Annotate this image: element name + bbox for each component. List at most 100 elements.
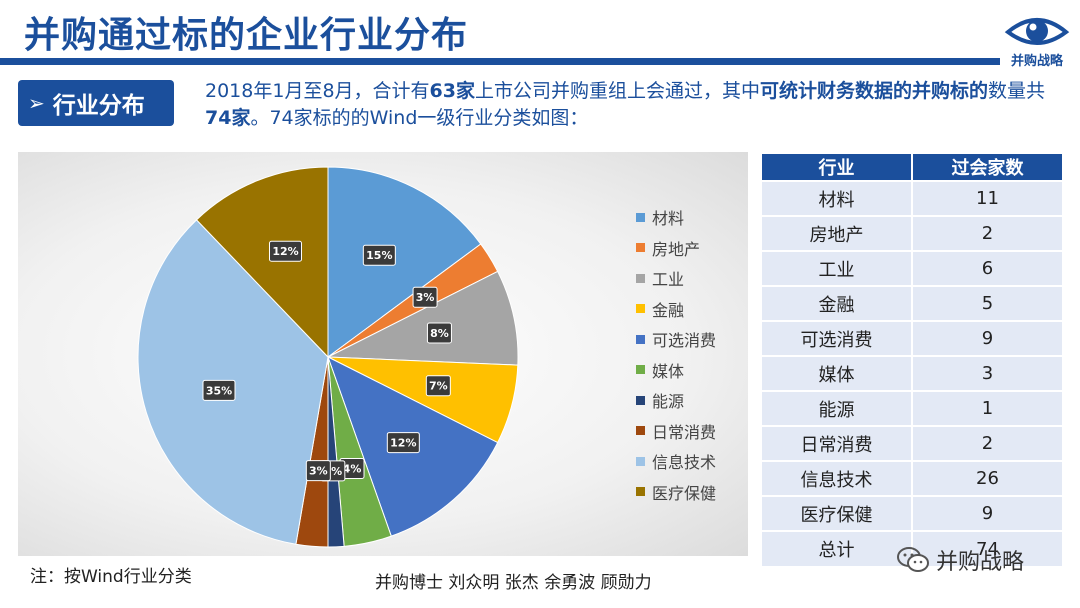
table-header-count: 过会家数: [912, 154, 1062, 181]
svg-text:15%: 15%: [366, 249, 392, 262]
watermark-text: 并购战略: [936, 550, 1025, 575]
table-row: 媒体 3: [762, 355, 1062, 391]
table-cell-industry: 信息技术: [762, 460, 913, 496]
table-row: 房地产 2: [762, 215, 1062, 251]
legend-label: 医疗保健: [652, 483, 717, 503]
svg-text:3%: 3%: [309, 465, 328, 478]
table-row: 能源 1: [762, 390, 1062, 426]
legend-swatch: [636, 334, 645, 344]
pie-data-label-5: 4%: [339, 457, 365, 479]
intro-text: 2018年1月至8月，合计有63家上市公司并购重组上会通过，其中可统计财务数据的…: [205, 80, 1046, 129]
table-header-row: 行业 过会家数: [762, 154, 1062, 181]
table-row: 材料 11: [762, 180, 1062, 216]
table-cell-industry: 日常消费: [762, 425, 913, 461]
legend-item: 医疗保健: [636, 477, 760, 508]
wechat-icon: [897, 547, 929, 572]
chevron-right-icon: ➢: [28, 91, 45, 115]
legend-item: 能源: [636, 385, 760, 416]
legend-swatch: [636, 426, 645, 436]
table-cell-industry: 可选消费: [762, 320, 913, 356]
legend-item: 可选消费: [636, 324, 760, 355]
footnote: 注：按Wind行业分类: [30, 567, 192, 587]
table-cell-count: 5: [912, 285, 1062, 321]
pie-data-label-7: 3%: [305, 460, 331, 482]
legend-label: 可选消费: [652, 331, 717, 351]
legend-item: 房地产: [636, 233, 760, 264]
table-cell-industry: 材料: [762, 180, 913, 216]
svg-text:12%: 12%: [272, 245, 298, 258]
legend-label: 能源: [652, 392, 685, 412]
table-cell-industry: 房地产: [762, 215, 913, 251]
table-cell-count: 6: [912, 250, 1062, 286]
legend-label: 房地产: [652, 239, 701, 259]
table-cell-industry: 总计: [762, 530, 913, 566]
table-row: 总计 74: [762, 530, 1062, 566]
chart-legend: 材料房地产工业金融可选消费媒体能源日常消费信息技术医疗保健: [636, 202, 760, 507]
table-cell-industry: 金融: [762, 285, 913, 321]
legend-label: 工业: [652, 270, 685, 290]
table-cell-count: 26: [912, 460, 1062, 496]
eye-logo-icon: [1004, 18, 1070, 45]
legend-swatch: [636, 304, 645, 314]
table-row: 可选消费 9: [762, 320, 1062, 356]
table-cell-count: 2: [912, 425, 1062, 461]
table-cell-count: 74: [912, 530, 1062, 566]
table-row: 金融 5: [762, 285, 1062, 321]
svg-text:7%: 7%: [429, 380, 448, 393]
table-row: 日常消费 2: [762, 425, 1062, 461]
legend-swatch: [636, 365, 645, 375]
section-tag: ➢ 行业分布: [18, 80, 174, 126]
pie-data-label-2: 8%: [426, 322, 452, 344]
svg-text:4%: 4%: [343, 462, 362, 475]
legend-label: 材料: [652, 209, 685, 229]
svg-text:8%: 8%: [430, 327, 449, 340]
legend-item: 日常消费: [636, 416, 760, 447]
industry-table: 行业 过会家数 材料 11 房地产 2 工业 6 金融 5 可选消费 9 媒体 3 能源 1 日常消费 2 信息…: [762, 154, 1062, 566]
legend-swatch: [636, 395, 645, 405]
pie-slice-0: [327, 166, 482, 358]
legend-item: 材料: [636, 202, 760, 233]
pie-data-label-9: 12%: [268, 240, 302, 262]
table-cell-industry: 工业: [762, 250, 913, 286]
logo-text: 并购战略: [1010, 54, 1063, 69]
pie-slice-9: [195, 166, 329, 359]
pie-data-label-8: 35%: [202, 379, 236, 401]
legend-swatch: [636, 243, 645, 253]
legend-swatch: [636, 487, 645, 497]
table-cell-count: 1: [912, 390, 1062, 426]
table-row: 医疗保健 9: [762, 495, 1062, 531]
svg-text:3%: 3%: [416, 291, 435, 304]
legend-item: 信息技术: [636, 446, 760, 477]
legend-item: 媒体: [636, 355, 760, 386]
table-cell-industry: 媒体: [762, 355, 913, 391]
title-divider: [0, 58, 1000, 65]
legend-swatch: [636, 212, 645, 222]
pie-chart: 15%3%8%7%12%4%1%3%35%12%: [137, 166, 519, 548]
legend-label: 金融: [652, 300, 685, 320]
legend-swatch: [636, 456, 645, 466]
watermark: 并购战略: [896, 544, 1024, 576]
table-row: 信息技术 26: [762, 460, 1062, 496]
table-cell-count: 11: [912, 180, 1062, 216]
legend-item: 金融: [636, 294, 760, 325]
pie-data-label-0: 15%: [362, 244, 396, 266]
table-cell-count: 9: [912, 495, 1062, 531]
table-row: 工业 6: [762, 250, 1062, 286]
table-cell-count: 9: [912, 320, 1062, 356]
table-cell-count: 2: [912, 215, 1062, 251]
pie-data-label-4: 12%: [386, 432, 420, 454]
svg-text:12%: 12%: [390, 437, 416, 450]
table-header-industry: 行业: [762, 154, 913, 181]
table-cell-industry: 能源: [762, 390, 913, 426]
svg-text:35%: 35%: [206, 384, 232, 397]
pie-chart-panel: 15% 3% 8% 7% 12% 4% 1% 3% 35% 12% 材料 房地产 工业 金融 可选消费 媒体…: [18, 152, 748, 556]
legend-swatch: [636, 273, 645, 283]
pie-slice-2: [326, 270, 519, 366]
section-tag-label: 行业分布: [52, 93, 145, 119]
legend-item: 工业: [636, 263, 760, 294]
legend-label: 媒体: [652, 361, 685, 381]
legend-label: 日常消费: [652, 422, 717, 442]
authors: 并购博士 刘众明 张杰 余勇波 顾勋力: [375, 573, 652, 593]
pie-data-label-1: 3%: [412, 286, 438, 308]
pie-data-label-3: 7%: [425, 375, 451, 397]
